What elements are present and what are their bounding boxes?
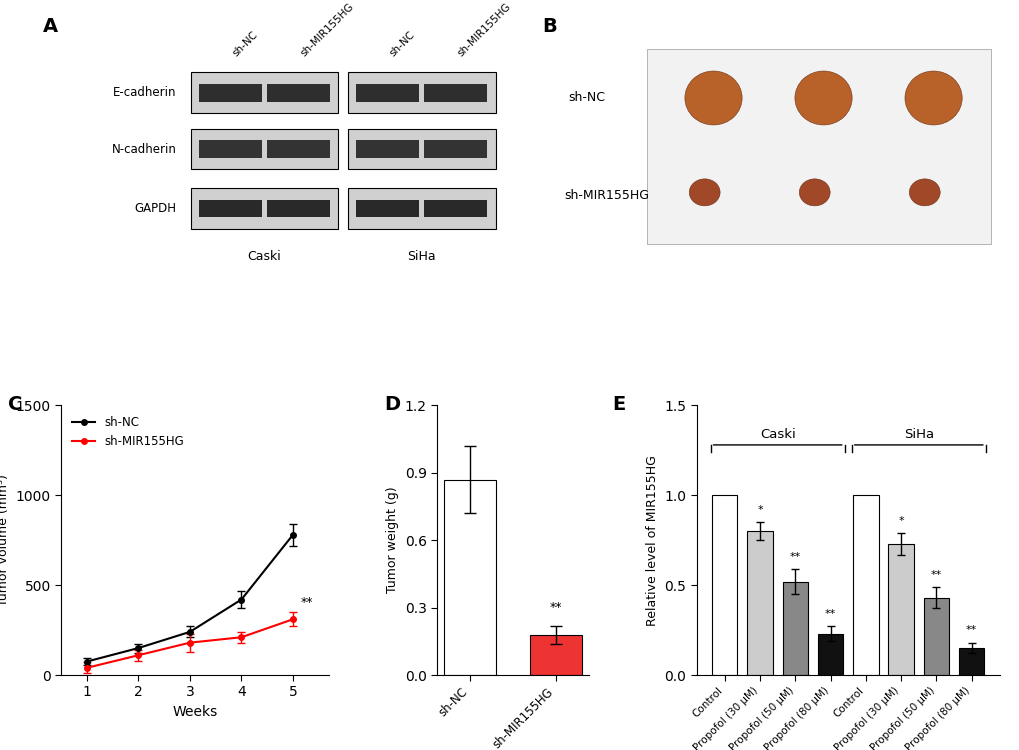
Bar <box>923 598 949 675</box>
FancyBboxPatch shape <box>191 129 338 170</box>
Text: D: D <box>384 394 400 413</box>
FancyBboxPatch shape <box>347 129 495 170</box>
Ellipse shape <box>799 179 829 206</box>
Text: Caski: Caski <box>248 251 281 263</box>
FancyBboxPatch shape <box>199 140 262 158</box>
Bar <box>711 495 737 675</box>
FancyBboxPatch shape <box>267 84 330 101</box>
Text: *: * <box>756 505 762 515</box>
Bar <box>443 479 495 675</box>
Text: *: * <box>898 516 903 526</box>
FancyBboxPatch shape <box>267 140 330 158</box>
Bar <box>852 495 877 675</box>
Ellipse shape <box>684 71 742 125</box>
X-axis label: Weeks: Weeks <box>172 705 217 719</box>
Text: **: ** <box>549 602 561 614</box>
Text: **: ** <box>824 609 836 619</box>
Text: E-cadherin: E-cadherin <box>113 86 176 99</box>
Text: sh-NC: sh-NC <box>230 30 259 59</box>
Text: **: ** <box>789 552 800 562</box>
FancyBboxPatch shape <box>356 200 419 217</box>
Text: sh-NC: sh-NC <box>568 92 604 104</box>
Ellipse shape <box>909 179 940 206</box>
FancyBboxPatch shape <box>356 140 419 158</box>
Bar <box>888 544 913 675</box>
FancyBboxPatch shape <box>199 84 262 101</box>
Y-axis label: Tumor volume (mm³): Tumor volume (mm³) <box>0 474 10 606</box>
Text: sh-MIR155HG: sh-MIR155HG <box>455 2 513 59</box>
FancyBboxPatch shape <box>424 200 487 217</box>
Text: **: ** <box>965 626 976 635</box>
FancyBboxPatch shape <box>424 84 487 101</box>
Text: A: A <box>43 17 58 36</box>
FancyBboxPatch shape <box>347 188 495 229</box>
Bar <box>958 648 983 675</box>
Text: GAPDH: GAPDH <box>135 202 176 215</box>
FancyBboxPatch shape <box>191 73 338 112</box>
FancyBboxPatch shape <box>347 73 495 112</box>
Text: sh-MIR155HG: sh-MIR155HG <box>299 2 356 59</box>
FancyBboxPatch shape <box>424 140 487 158</box>
Bar <box>782 581 807 675</box>
Legend: sh-NC, sh-MIR155HG: sh-NC, sh-MIR155HG <box>67 411 190 452</box>
Y-axis label: Tumor weight (g): Tumor weight (g) <box>386 487 398 593</box>
Y-axis label: Relative level of MIR155HG: Relative level of MIR155HG <box>645 454 658 626</box>
FancyBboxPatch shape <box>199 200 262 217</box>
Text: sh-NC: sh-NC <box>387 30 416 59</box>
Text: **: ** <box>301 596 313 610</box>
Text: SiHa: SiHa <box>903 428 933 441</box>
Ellipse shape <box>904 71 961 125</box>
Text: C: C <box>7 394 22 413</box>
FancyBboxPatch shape <box>191 188 338 229</box>
Bar <box>817 634 843 675</box>
Text: N-cadherin: N-cadherin <box>112 142 176 156</box>
Bar <box>747 531 772 675</box>
Text: **: ** <box>930 570 942 580</box>
Ellipse shape <box>689 179 719 206</box>
FancyBboxPatch shape <box>356 84 419 101</box>
Text: sh-MIR155HG: sh-MIR155HG <box>564 188 648 202</box>
Ellipse shape <box>794 71 851 125</box>
Bar <box>530 634 581 675</box>
Text: B: B <box>541 17 556 36</box>
FancyBboxPatch shape <box>647 50 989 244</box>
Text: SiHa: SiHa <box>407 251 435 263</box>
Text: E: E <box>611 394 625 413</box>
FancyBboxPatch shape <box>267 200 330 217</box>
Text: Caski: Caski <box>759 428 795 441</box>
